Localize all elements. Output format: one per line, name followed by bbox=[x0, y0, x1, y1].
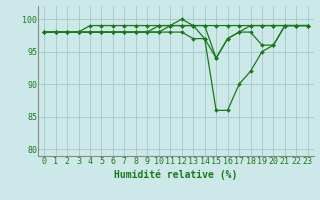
X-axis label: Humidité relative (%): Humidité relative (%) bbox=[114, 169, 238, 180]
